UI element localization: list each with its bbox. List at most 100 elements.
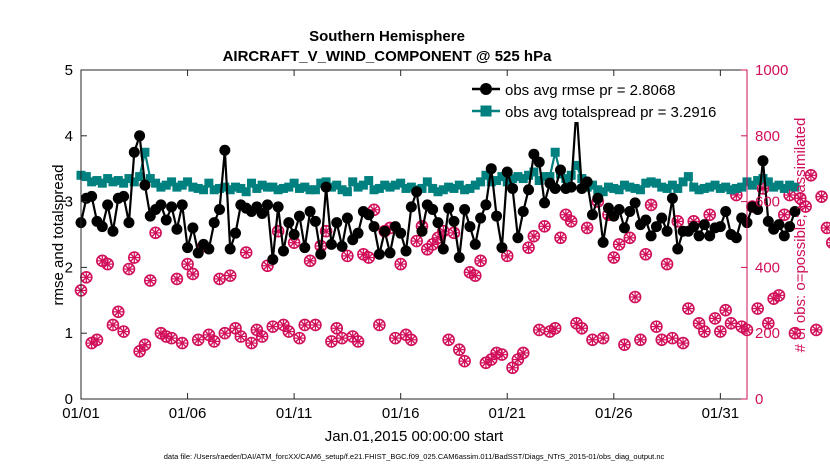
rmse-point [666, 192, 678, 204]
totalspread-point [140, 147, 150, 157]
totalspread-point [657, 182, 667, 192]
totalspread-point [785, 180, 795, 190]
rmse-point [778, 230, 790, 242]
totalspread-point [353, 182, 363, 192]
rmse-point [86, 190, 98, 202]
rmse-point [586, 209, 598, 221]
rmse-point [230, 227, 242, 239]
rmse-point [459, 203, 471, 215]
totalspread-point [316, 178, 326, 188]
totalspread-point [646, 177, 656, 187]
totalspread-point [92, 176, 102, 186]
obs-assimilated-point [219, 327, 231, 339]
series-rmse [75, 102, 801, 266]
y-axis-right-label: # of obs: o=possible; ×=assimilated [792, 118, 809, 353]
totalspread-point [449, 183, 459, 193]
obs-assimilated-point [240, 247, 252, 259]
rmse-point [277, 245, 289, 257]
rmse-point [400, 245, 412, 257]
totalspread-point [87, 177, 97, 187]
totalspread-point [763, 177, 773, 187]
rmse-point [272, 201, 284, 213]
obs-assimilated-point [283, 326, 295, 338]
rmse-point [714, 221, 726, 233]
obs-assimilated-point [709, 312, 721, 324]
rmse-point [688, 221, 700, 233]
obs-assimilated-point [698, 326, 710, 338]
rmse-point [656, 212, 668, 224]
obs-assimilated-point [118, 326, 130, 338]
rmse-point [485, 163, 497, 175]
rmse-point [384, 247, 396, 259]
plot-area [74, 102, 830, 375]
totalspread-point [220, 182, 230, 192]
obs-assimilated-point [581, 222, 593, 234]
rmse-point [672, 243, 684, 255]
rmse-point [123, 217, 135, 229]
rmse-point [373, 248, 385, 260]
obs-assimilated-point [293, 332, 305, 344]
totalspread-point [278, 183, 288, 193]
totalspread-point [572, 160, 582, 170]
totalspread-point [417, 183, 427, 193]
obs-assimilated-point [443, 334, 455, 346]
rmse-point [299, 242, 311, 254]
totalspread-point [444, 182, 454, 192]
totalspread-point [151, 178, 161, 188]
rmse-point [443, 202, 455, 214]
totalspread-point [145, 174, 155, 184]
totalspread-point [374, 183, 384, 193]
obs-assimilated-point [235, 330, 247, 342]
rmse-point [523, 184, 535, 196]
totalspread-point [337, 185, 347, 195]
totalspread-point [625, 182, 635, 192]
totalspread-point [385, 182, 395, 192]
rmse-point [565, 181, 577, 193]
rmse-point [192, 247, 204, 259]
totalspread-point [161, 180, 171, 190]
totalspread-point [587, 180, 597, 190]
rmse-point [352, 227, 364, 239]
obs-assimilated-point [469, 270, 481, 282]
rmse-point [427, 203, 439, 215]
totalspread-point [172, 182, 182, 192]
rmse-point [176, 199, 188, 211]
rmse-point [581, 176, 593, 188]
chart-subtitle: AIRCRAFT_V_WIND_COMPONENT @ 525 hPa [223, 48, 553, 65]
y-tick-label: 1 [65, 325, 73, 342]
obs-assimilated-point [778, 209, 790, 221]
obs-assimilated-point [80, 271, 92, 283]
obs-assimilated-point [666, 332, 678, 344]
rmse-point [96, 221, 108, 233]
totalspread-point [401, 183, 411, 193]
rmse-point [203, 243, 215, 255]
obs-assimilated-point [395, 258, 407, 270]
totalspread-point [524, 170, 534, 180]
series-totalspread [76, 147, 800, 197]
totalspread-point [598, 187, 608, 197]
x-tick-label: 01/06 [169, 405, 207, 422]
totalspread-point [294, 183, 304, 193]
obs-assimilated-point [192, 334, 204, 346]
obs-assimilated-point [501, 250, 513, 262]
totalspread-point [369, 185, 379, 195]
y-axis-left: 0 1 2 3 4 5 [65, 62, 87, 408]
footnote: data file: /Users/raeder/DAI/ATM_forcXX/… [164, 452, 665, 461]
totalspread-point [156, 182, 166, 192]
rmse-point [118, 190, 130, 202]
totalspread-point [726, 185, 736, 195]
totalspread-point [593, 185, 603, 195]
rmse-point [464, 221, 476, 233]
obs-assimilated-point [496, 349, 508, 361]
obs-assimilated-point [352, 335, 364, 347]
totalspread-point [262, 182, 272, 192]
rmse-point [411, 186, 423, 198]
totalspread-point [300, 182, 310, 192]
totalspread-point [129, 177, 139, 187]
rmse-point [107, 225, 119, 237]
x-tick-label: 01/21 [488, 405, 526, 422]
obs-assimilated-point [277, 319, 289, 331]
totalspread-point [183, 177, 193, 187]
totalspread-point [209, 185, 219, 195]
